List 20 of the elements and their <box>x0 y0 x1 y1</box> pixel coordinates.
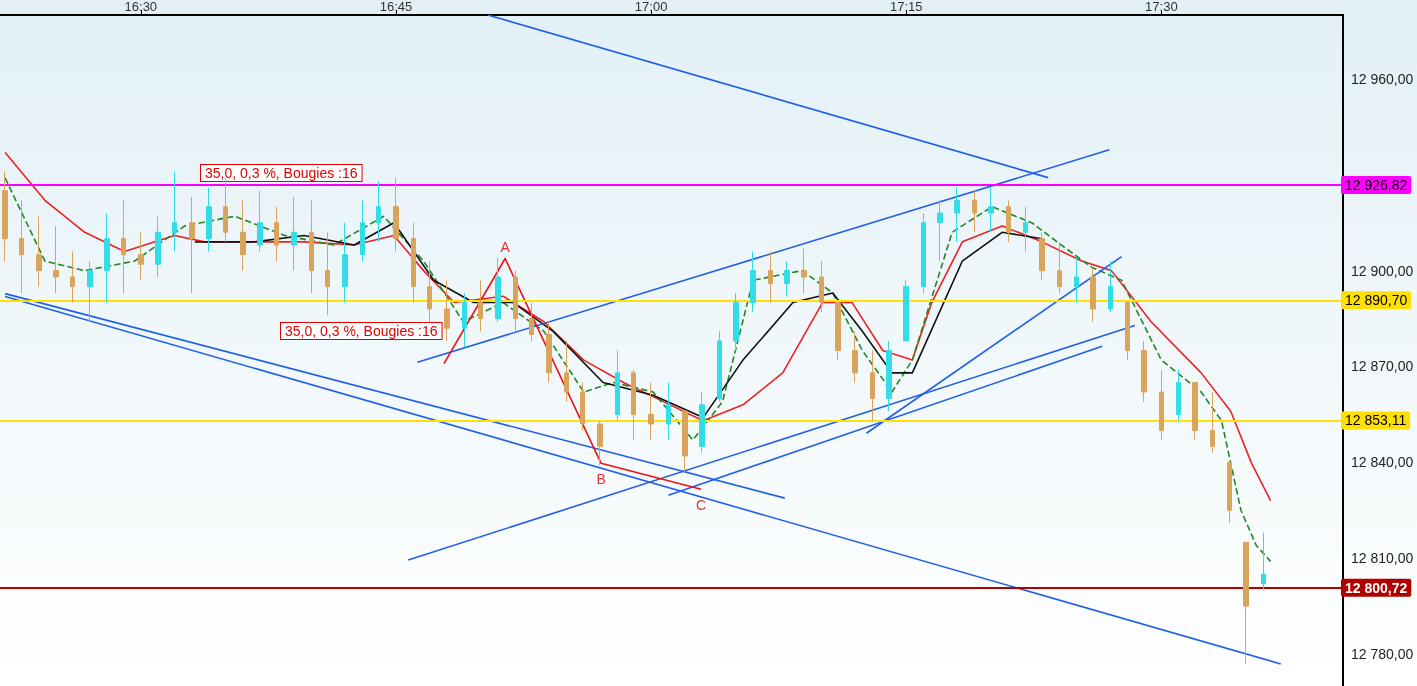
annotation: C <box>696 497 707 514</box>
y-tick-label: 12 780,00 <box>1351 646 1414 663</box>
x-tick-label: 17:15 <box>889 0 923 14</box>
x-tick-label: 17:30 <box>1145 0 1178 14</box>
annotation: A <box>500 239 511 256</box>
x-tick-label: 16:30 <box>124 0 158 14</box>
ref-line-label: 12 800,72 <box>1345 579 1408 596</box>
y-tick-label: 12 870,00 <box>1351 358 1414 375</box>
y-tick-label: 12 900,00 <box>1351 262 1414 279</box>
ref-line-label: 12 853,11 <box>1345 412 1407 429</box>
x-tick-label: 16:45 <box>379 0 413 14</box>
ref-line-label: 12 926,82 <box>1345 176 1408 193</box>
y-tick-label: 12 960,00 <box>1351 70 1414 87</box>
x-tick-label: 17:00 <box>634 0 668 14</box>
y-tick-label: 12 840,00 <box>1351 454 1414 471</box>
ref-line-label: 12 890,70 <box>1345 292 1408 309</box>
annotation: B <box>596 471 606 488</box>
annotation: 35,0, 0,3 %, Bougies :16 <box>205 165 358 181</box>
annotation: 35,0, 0,3 %, Bougies :16 <box>285 323 438 339</box>
y-tick-label: 12 810,00 <box>1351 550 1414 567</box>
